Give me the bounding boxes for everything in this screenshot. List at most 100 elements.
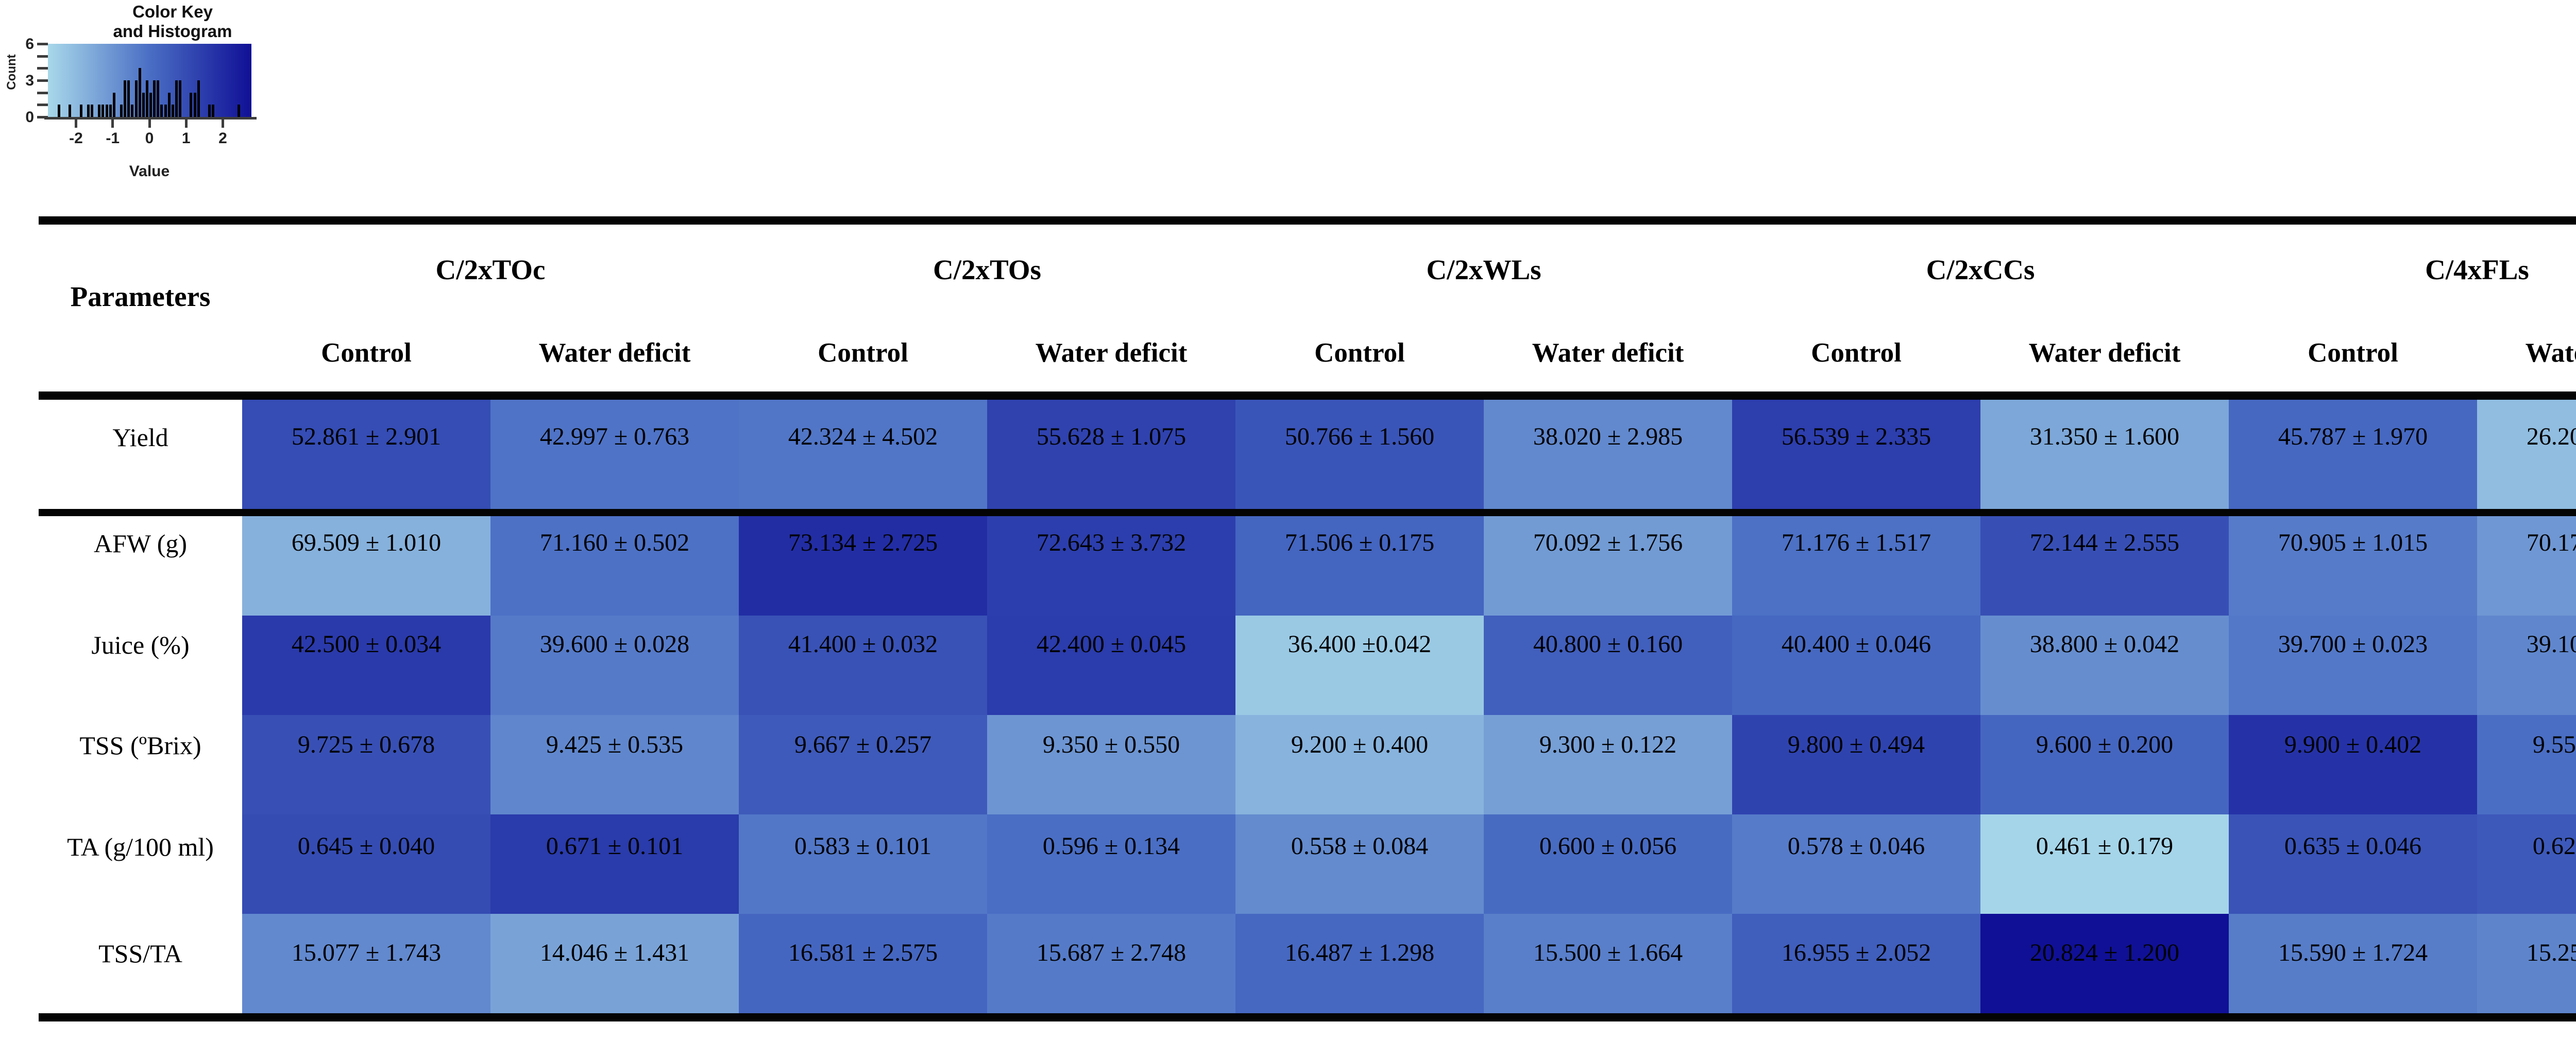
color-key-x-axis-label: Value [129,163,170,180]
heatmap-cell: 31.350 ± 1.600 [1980,400,2229,509]
table-bottom-border [39,1013,2576,1021]
table-yield-border [39,509,2576,516]
y-tick [37,116,48,118]
heatmap-cell: 0.558 ± 0.084 [1235,814,1484,914]
x-tick-label: -2 [69,130,83,147]
column-group-header: C/2xWLs [1426,253,1541,285]
y-tick [37,91,48,94]
color-key-title: Color Key and Histogram [67,2,278,41]
heatmap-cell: 71.160 ± 0.502 [490,516,739,616]
row-label: Juice (%) [39,616,242,715]
heatmap-cell: 38.800 ± 0.042 [1980,616,2229,715]
column-subheader: Control [818,338,908,368]
heatmap-cell: 40.400 ± 0.046 [1732,616,1980,715]
hist-bar [190,92,193,117]
heatmap-cell: 9.300 ± 0.122 [1484,715,1732,814]
y-tick-label: 0 [25,109,34,126]
hist-bar [171,105,174,117]
hist-bar [69,105,72,117]
heatmap-cell: 0.583 ± 0.101 [739,814,987,914]
hist-bar [179,80,182,117]
heatmap-cell: 45.787 ± 1.970 [2229,400,2477,509]
column-subheader: Water deficit [2028,338,2181,368]
heatmap-cell: 0.578 ± 0.046 [1732,814,1980,914]
heatmap-cell: 0.626 ± 0.100 [2477,814,2576,914]
x-tick [184,119,188,128]
heatmap-cell: 15.255 ± 1.848 [2477,914,2576,1013]
hist-bar [124,80,127,117]
hist-bar [212,105,215,117]
heatmap-cell: 38.020 ± 2.985 [1484,400,1732,509]
y-tick [37,79,48,82]
hist-bar [208,105,211,117]
color-key-title-line2: and Histogram [113,22,232,41]
hist-bar [131,105,134,117]
color-key: Color Key and Histogram Value Count -2 -1… [0,0,361,214]
heatmap-cell: 15.590 ± 1.724 [2229,914,2477,1013]
column-group-header: C/2xCCs [1926,253,2035,285]
hist-bar [127,80,130,117]
heatmap-cell: 15.687 ± 2.748 [987,914,1235,1013]
heatmap-cell: 16.487 ± 1.298 [1235,914,1484,1013]
x-tick [222,119,224,128]
hist-bar [134,80,138,117]
y-tick [37,42,48,45]
y-tick-label: 6 [25,35,34,53]
hist-bar [101,105,105,117]
heatmap-cell: 9.550 ± 0.515 [2477,715,2576,814]
heatmap-cell: 71.176 ± 1.517 [1732,516,1980,616]
column-subheader: Water deficit [1035,338,1188,368]
heatmap-cell: 39.600 ± 0.028 [490,616,739,715]
x-tick [111,119,114,128]
heatmap-cell: 69.509 ± 1.010 [242,516,490,616]
heatmap-cell: 70.905 ± 1.015 [2229,516,2477,616]
column-subheader: Water deficit [2525,338,2576,368]
heatmap-cell: 72.643 ± 3.732 [987,516,1235,616]
hist-bar [153,80,156,117]
hist-bar [57,105,60,117]
heatmap-cell: 50.766 ± 1.560 [1235,400,1484,509]
heatmap-cell: 70.173 ± 1.391 [2477,516,2576,616]
heatmap-cell: 52.861 ± 2.901 [242,400,490,509]
hist-bar [157,80,160,117]
hist-bar [120,105,123,117]
hist-bar [164,105,167,117]
heatmap-cell: 56.539 ± 2.335 [1732,400,1980,509]
x-tick-label: 0 [145,130,154,147]
y-tick-label: 3 [25,72,34,89]
hist-bar [145,80,148,117]
column-subheader: Control [2308,338,2398,368]
heatmap-cell: 0.461 ± 0.179 [1980,814,2229,914]
heatmap-cell: 0.671 ± 0.101 [490,814,739,914]
heatmap-cell: 9.200 ± 0.400 [1235,715,1484,814]
table-top-border [39,216,2576,225]
column-subheader: Control [1811,338,1902,368]
hist-bar [167,92,171,117]
heatmap-cell: 9.800 ± 0.494 [1732,715,1980,814]
heatmap-cell: 42.324 ± 4.502 [739,400,987,509]
column-group-header: C/2xTOs [933,253,1041,285]
hist-bar [142,92,145,117]
heatmap-cell: 72.144 ± 2.555 [1980,516,2229,616]
heatmap-cell: 73.134 ± 2.725 [739,516,987,616]
hist-bar [109,105,112,117]
y-tick [37,104,48,107]
color-key-histogram [48,44,251,117]
x-tick [75,119,77,128]
heatmap-cell: 42.997 ± 0.763 [490,400,739,509]
heatmap-cell: 40.800 ± 0.160 [1484,616,1732,715]
parameters-header: Parameters [70,281,211,312]
column-group-header: C/2xTOc [435,253,546,285]
heatmap-cell: 15.500 ± 1.664 [1484,914,1732,1013]
column-subheader: Water deficit [538,338,691,368]
row-label: AFW (g) [39,516,242,616]
heatmap-cell: 39.700 ± 0.023 [2229,616,2477,715]
heatmap-cell: 9.900 ± 0.402 [2229,715,2477,814]
row-label: TSS/TA [39,914,242,1013]
x-tick [148,119,151,128]
heatmap-cell: 26.200 ± 3.080 [2477,400,2576,509]
hist-bar [149,92,152,117]
heatmap-cell: 42.500 ± 0.034 [242,616,490,715]
hist-bar [238,105,241,117]
